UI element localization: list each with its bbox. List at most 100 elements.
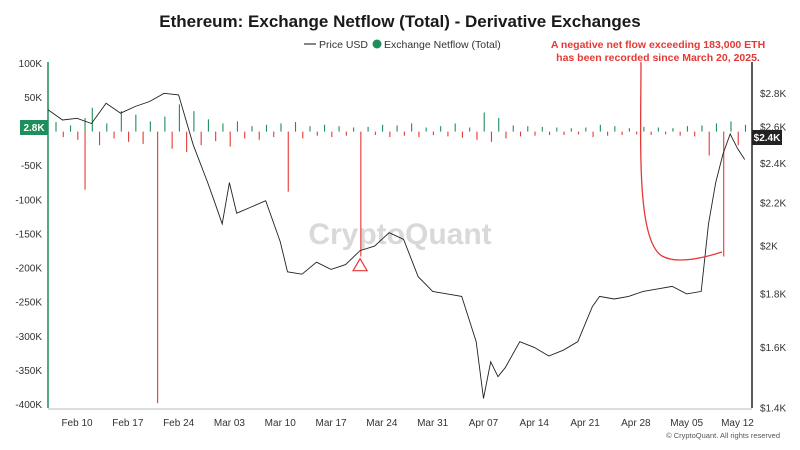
netflow-bar-positive (396, 125, 398, 132)
right-tick-label: $2.4K (760, 159, 786, 170)
netflow-bar-negative (592, 131, 594, 138)
right-tick-label: $2.8K (760, 89, 786, 100)
right-current-badge: $2.4K (752, 130, 782, 145)
legend-netflow-label: Exchange Netflow (Total) (384, 39, 501, 51)
left-badge-value: 2.8K (23, 123, 45, 134)
netflow-bar-negative (374, 131, 376, 136)
netflow-bar-positive (207, 119, 209, 132)
left-tick-label: -100K (15, 195, 42, 206)
netflow-bar-positive (599, 124, 601, 132)
netflow-bar-positive (744, 124, 747, 132)
netflow-bar-negative (578, 131, 580, 135)
netflow-bar-negative (215, 131, 217, 142)
netflow-bar-positive (367, 126, 369, 132)
legend-netflow-swatch (372, 39, 382, 49)
netflow-bar-negative (694, 131, 696, 137)
netflow-bar-negative (403, 131, 405, 136)
netflow-bar-positive (178, 104, 180, 132)
netflow-bar-negative (258, 131, 260, 140)
legend-price-label: Price USD (319, 39, 368, 51)
x-tick-label: Mar 17 (315, 418, 347, 429)
x-tick-label: Feb 24 (163, 418, 195, 429)
netflow-bar-positive (265, 124, 268, 132)
netflow-bar-positive (643, 126, 645, 132)
netflow-bar-positive (251, 126, 253, 132)
netflow-bar-positive (454, 123, 456, 132)
netflow-bar-negative (157, 131, 159, 404)
right-tick-label: $1.6K (760, 343, 786, 354)
x-tick-label: Feb 10 (61, 418, 93, 429)
netflow-bar-negative (708, 131, 710, 156)
netflow-bar-positive (715, 123, 718, 132)
netflow-bar-positive (193, 111, 195, 132)
right-badge-box (752, 130, 782, 145)
left-tick-label: -400K (15, 400, 42, 411)
x-tick-label: May 12 (721, 418, 754, 429)
annotation-triangle-marker (352, 257, 369, 272)
netflow-bar-positive (469, 127, 471, 132)
netflow-bar-positive (570, 128, 572, 132)
annotation-line-2: has been recorded since March 20, 2025. (556, 52, 760, 64)
netflow-bar-positive (353, 127, 355, 132)
netflow-bar-negative (128, 131, 130, 142)
netflow-bar-negative (62, 131, 64, 138)
netflow-bar-negative (519, 131, 522, 137)
x-tick-label: May 05 (670, 418, 703, 429)
netflow-bar-negative (186, 131, 188, 153)
netflow-bar-positive (106, 123, 108, 132)
left-tick-label: 50K (24, 93, 42, 104)
x-tick-label: Apr 14 (520, 418, 550, 429)
netflow-bar-positive (527, 126, 529, 132)
netflow-bar-positive (382, 124, 384, 132)
netflow-bar-negative (563, 131, 565, 136)
netflow-bar-negative (679, 131, 681, 136)
x-tick-label: Apr 07 (469, 418, 499, 429)
netflow-bar-positive (222, 123, 224, 132)
netflow-bar-negative (113, 131, 115, 139)
netflow-bar-positive (425, 127, 427, 132)
right-tick-label: $2.6K (760, 122, 786, 133)
netflow-bar-positive (236, 121, 239, 132)
watermark: CryptoQuant (308, 218, 491, 251)
netflow-bar-positive (628, 128, 630, 132)
right-tick-label: $1.4K (760, 404, 786, 415)
right-tick-label: $2.2K (760, 198, 786, 209)
netflow-bar-positive (541, 126, 543, 132)
netflow-bar-negative (142, 131, 144, 144)
legend: Price USD Exchange Netflow (Total) (304, 39, 501, 51)
netflow-bar-positive (483, 112, 485, 132)
annotation-arrow (639, 61, 723, 261)
netflow-bar-negative (389, 131, 391, 138)
left-tick-label: -250K (15, 298, 42, 309)
netflow-bar-positive (69, 125, 72, 132)
netflow-bar-negative (665, 131, 667, 135)
right-axis-ticks: $2.8K $2.6K $2.4K $2.2K $2K $1.8K $1.6K $1.4K (760, 89, 786, 415)
netflow-bar-negative (505, 131, 507, 139)
netflow-bar-positive (512, 125, 514, 132)
netflow-bar-negative (621, 131, 623, 136)
netflow-bar-positive (498, 117, 500, 132)
netflow-bar-negative (77, 131, 79, 140)
netflow-bar-negative (636, 131, 638, 135)
netflow-bar-negative (548, 131, 551, 136)
netflow-bar-positive (614, 126, 616, 132)
netflow-bar-negative (360, 131, 362, 257)
netflow-bar-positive (55, 122, 57, 132)
netflow-bar-positive (91, 107, 93, 132)
netflow-bar-negative (302, 131, 304, 139)
left-tick-label: -150K (15, 229, 42, 240)
netflow-bar-positive (164, 116, 166, 132)
netflow-bar-negative (244, 131, 246, 139)
netflow-bar-positive (309, 126, 311, 132)
netflow-bar-negative (432, 131, 434, 136)
netflow-bar-positive (730, 121, 732, 132)
netflow-bar-negative (345, 131, 347, 136)
annotation-line-1: A negative net flow exceeding 183,000 ET… (551, 39, 765, 51)
left-tick-label: -350K (15, 366, 42, 377)
netflow-bar-positive (84, 117, 86, 132)
netflow-bar-positive (440, 126, 442, 132)
netflow-bar-negative (476, 131, 478, 140)
netflow-bar-negative (650, 131, 652, 136)
netflow-bar-negative (461, 131, 463, 138)
